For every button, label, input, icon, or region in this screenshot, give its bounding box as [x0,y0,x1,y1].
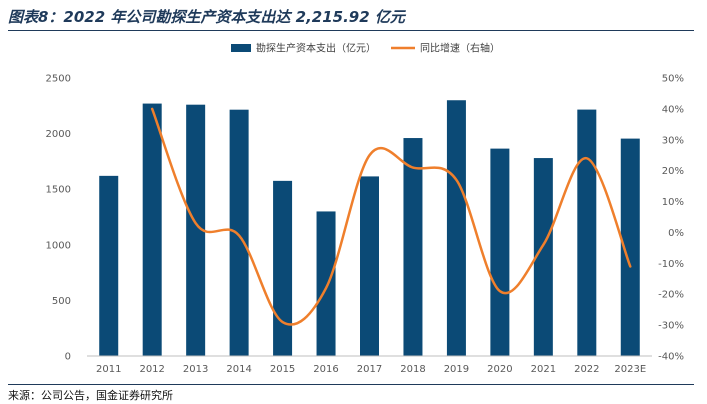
x-tick-label: 2019 [444,364,469,375]
y-right-tick-label: -30% [658,321,684,332]
x-tick-label: 2015 [270,364,295,375]
bar-2013 [186,104,206,356]
y-right-tick-label: 50% [662,74,684,85]
x-tick-label: 2021 [531,364,556,375]
y-right-tick-label: 0% [668,228,684,239]
bar-2020 [490,148,510,356]
bar-2019 [446,100,466,357]
y-right-tick-label: -20% [658,290,684,301]
y-left-tick-label: 1000 [46,240,71,251]
bar-2016 [316,211,336,356]
y-right-tick-label: 10% [662,197,684,208]
x-tick-label: 2018 [400,364,425,375]
x-tick-label: 2017 [357,364,382,375]
figure-title: 图表8：2022 年公司勘探生产资本支出达 2,215.92 亿元 [8,8,405,26]
bar-2014 [229,109,249,356]
bar-2023E [620,138,640,356]
y-left-tick-label: 2500 [46,74,71,85]
bar-2015 [273,180,293,356]
x-tick-label: 2020 [487,364,512,375]
title-rule [8,30,694,31]
x-tick-label: 2016 [313,364,338,375]
y-left-tick-label: 500 [52,296,71,307]
bar-2021 [533,158,553,356]
x-tick-label: 2012 [139,364,164,375]
bar-2018 [403,138,423,356]
bar-2012 [142,103,162,357]
bar-2017 [360,176,379,356]
legend-bar-label: 勘探生产资本支出（亿元） [256,42,376,55]
x-tick-label: 2022 [574,364,599,375]
y-right-tick-label: 20% [662,166,684,177]
y-left-tick-label: 0 [65,352,71,363]
y-right-tick-label: 30% [662,135,684,146]
legend-bar-swatch [231,44,251,52]
bottom-rule [8,384,694,385]
source-note: 来源：公司公告，国金证券研究所 [8,389,173,402]
y-right-tick-label: -10% [658,259,684,270]
bar-2022 [577,109,597,357]
x-tick-label: 2011 [96,364,121,375]
y-left-tick-label: 2000 [46,129,71,140]
x-tick-label: 2014 [226,364,251,375]
x-tick-label: 2013 [183,364,208,375]
bar-2011 [99,175,119,356]
y-right-tick-label: 40% [662,104,684,115]
legend-line-label: 同比增速（右轴） [420,42,500,55]
x-tick-label: 2023E [614,364,646,375]
y-right-tick-label: -40% [658,352,684,363]
growth-line [150,107,632,326]
y-left-tick-label: 1500 [46,185,71,196]
